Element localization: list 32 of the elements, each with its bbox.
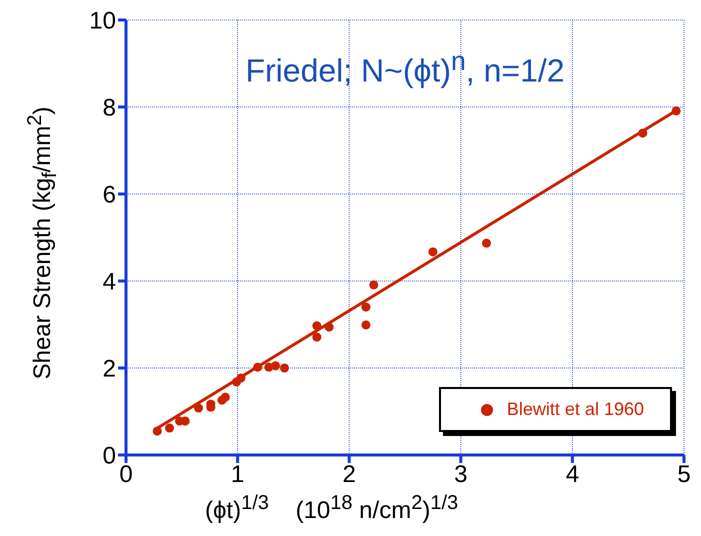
x-tick-label: 2 [342,461,356,488]
y-tick-label: 2 [102,356,116,383]
point [253,362,262,372]
point [361,320,370,330]
x-tick-label: 1 [230,461,244,488]
x-tick-label: 3 [454,461,468,488]
y-tick-label: 4 [102,268,116,296]
legend-label: Blewitt et al 1960 [506,399,644,420]
y-tick-label: 6 [102,182,116,209]
point [361,302,370,312]
point [312,321,322,330]
point [280,363,289,373]
point [236,374,246,383]
point [271,361,280,370]
x-tick-label: 5 [677,461,691,488]
point [324,322,334,332]
x-tick-label: 4 [566,461,580,488]
point [428,247,438,256]
point [312,332,322,342]
y-tick-label: 0 [102,442,116,470]
text: Friedel; N~(ϕt)$^{n}$, n=1/2 [244,46,566,90]
point [672,106,681,116]
point [194,404,204,413]
point [152,426,162,436]
y-tick-label: 8 [102,94,116,122]
point [220,392,230,402]
point [482,238,491,248]
text: (ϕt)$^{1/3}$ (10$^{18}$ n/cm$^{2}$)$^{1/3}$ [205,492,458,524]
point [369,280,378,290]
y-tick-label: 10 [89,8,116,35]
point [638,128,648,138]
point [165,424,174,433]
